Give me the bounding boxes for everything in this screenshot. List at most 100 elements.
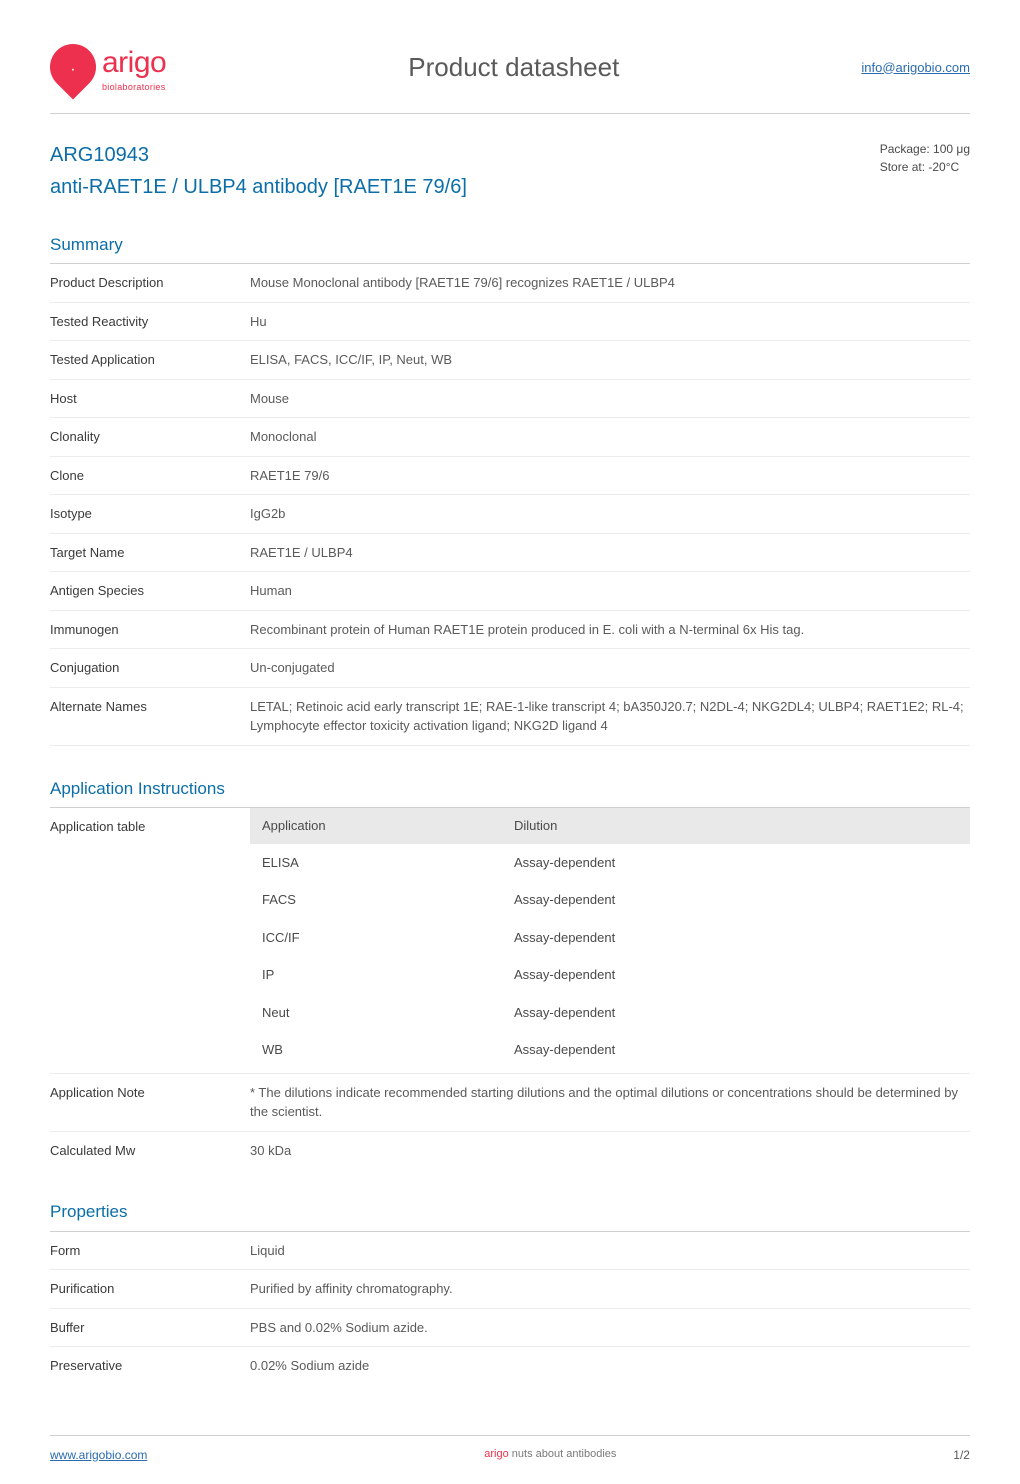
- summary-val: ELISA, FACS, ICC/IF, IP, Neut, WB: [250, 341, 970, 380]
- page-container: . arigo biolaboratories Product datashee…: [0, 0, 1020, 1484]
- package-info: Package: 100 μg Store at: -20°C: [880, 140, 970, 176]
- logo-subtext: biolaboratories: [102, 81, 166, 95]
- table-row: Alternate NamesLETAL; Retinoic acid earl…: [50, 687, 970, 745]
- app-note-val: * The dilutions indicate recommended sta…: [250, 1073, 970, 1131]
- table-row: ConjugationUn-conjugated: [50, 649, 970, 688]
- summary-key: Clone: [50, 456, 250, 495]
- prop-key: Form: [50, 1232, 250, 1270]
- storage-temp: Store at: -20°C: [880, 158, 970, 176]
- table-row: Antigen SpeciesHuman: [50, 572, 970, 611]
- summary-key: Antigen Species: [50, 572, 250, 611]
- table-row: IsotypeIgG2b: [50, 495, 970, 534]
- summary-key: Tested Reactivity: [50, 302, 250, 341]
- summary-val: Mouse: [250, 379, 970, 418]
- prop-key: Buffer: [50, 1308, 250, 1347]
- app-cell-application: FACS: [250, 881, 502, 919]
- table-row: NeutAssay-dependent: [250, 994, 970, 1032]
- summary-table: Product DescriptionMouse Monoclonal anti…: [50, 264, 970, 746]
- summary-val: Mouse Monoclonal antibody [RAET1E 79/6] …: [250, 264, 970, 302]
- table-row: FormLiquid: [50, 1232, 970, 1270]
- app-cell-application: WB: [250, 1031, 502, 1069]
- summary-val: Human: [250, 572, 970, 611]
- table-row: ELISAAssay-dependent: [250, 844, 970, 882]
- app-table-label: Application table: [50, 808, 250, 1069]
- section-title-app: Application Instructions: [50, 776, 970, 809]
- footer-url-link[interactable]: www.arigobio.com: [50, 1446, 147, 1464]
- app-cell-application: ELISA: [250, 844, 502, 882]
- header-bar: . arigo biolaboratories Product datashee…: [50, 40, 970, 114]
- email-link[interactable]: info@arigobio.com: [861, 58, 970, 78]
- table-row: BufferPBS and 0.02% Sodium azide.: [50, 1308, 970, 1347]
- summary-key: Alternate Names: [50, 687, 250, 745]
- page-number: 1/2: [953, 1446, 970, 1464]
- table-row: Application Note* The dilutions indicate…: [50, 1073, 970, 1131]
- prop-key: Purification: [50, 1270, 250, 1309]
- app-cell-dilution: Assay-dependent: [502, 956, 970, 994]
- app-note-val: 30 kDa: [250, 1131, 970, 1169]
- app-header-dilution: Dilution: [502, 808, 970, 844]
- app-header-application: Application: [250, 808, 502, 844]
- app-cell-dilution: Assay-dependent: [502, 919, 970, 957]
- summary-val: RAET1E / ULBP4: [250, 533, 970, 572]
- app-notes-table: Application Note* The dilutions indicate…: [50, 1073, 970, 1170]
- logo-text: arigo: [102, 40, 166, 85]
- prop-val: PBS and 0.02% Sodium azide.: [250, 1308, 970, 1347]
- summary-val: Un-conjugated: [250, 649, 970, 688]
- app-tbody: ELISAAssay-dependent FACSAssay-dependent…: [250, 844, 970, 1069]
- app-cell-dilution: Assay-dependent: [502, 844, 970, 882]
- logo-mark-icon: .: [40, 35, 105, 100]
- summary-val: RAET1E 79/6: [250, 456, 970, 495]
- app-table-row: Application table Application Dilution E…: [50, 808, 970, 1069]
- summary-key: Target Name: [50, 533, 250, 572]
- app-cell-application: Neut: [250, 994, 502, 1032]
- table-row: Calculated Mw30 kDa: [50, 1131, 970, 1169]
- table-row: CloneRAET1E 79/6: [50, 456, 970, 495]
- summary-val: Recombinant protein of Human RAET1E prot…: [250, 610, 970, 649]
- summary-key: Conjugation: [50, 649, 250, 688]
- summary-val: Hu: [250, 302, 970, 341]
- summary-key: Host: [50, 379, 250, 418]
- table-row: FACSAssay-dependent: [250, 881, 970, 919]
- section-title-properties: Properties: [50, 1199, 970, 1232]
- app-cell-dilution: Assay-dependent: [502, 881, 970, 919]
- summary-val: IgG2b: [250, 495, 970, 534]
- properties-table: FormLiquid PurificationPurified by affin…: [50, 1232, 970, 1385]
- table-row: Tested ApplicationELISA, FACS, ICC/IF, I…: [50, 341, 970, 380]
- app-cell-application: IP: [250, 956, 502, 994]
- summary-tbody: Product DescriptionMouse Monoclonal anti…: [50, 264, 970, 745]
- footer-tagline-rest: nuts about antibodies: [509, 1448, 617, 1460]
- app-note-key: Calculated Mw: [50, 1131, 250, 1169]
- app-cell-dilution: Assay-dependent: [502, 1031, 970, 1069]
- table-row: PurificationPurified by affinity chromat…: [50, 1270, 970, 1309]
- footer: www.arigobio.com arigo nuts about antibo…: [50, 1435, 970, 1464]
- footer-tagline-brand: arigo: [484, 1448, 508, 1460]
- table-row: Product DescriptionMouse Monoclonal anti…: [50, 264, 970, 302]
- summary-key: Tested Application: [50, 341, 250, 380]
- footer-tagline: arigo nuts about antibodies: [484, 1446, 616, 1463]
- product-title-block: ARG10943 anti-RAET1E / ULBP4 antibody [R…: [50, 140, 467, 202]
- prop-key: Preservative: [50, 1347, 250, 1385]
- logo-block: . arigo biolaboratories: [50, 40, 166, 95]
- properties-tbody: FormLiquid PurificationPurified by affin…: [50, 1232, 970, 1385]
- table-row: WBAssay-dependent: [250, 1031, 970, 1069]
- table-row: ClonalityMonoclonal: [50, 418, 970, 457]
- app-header-row: Application Dilution: [250, 808, 970, 844]
- logo-text-block: arigo biolaboratories: [102, 40, 166, 95]
- table-row: IPAssay-dependent: [250, 956, 970, 994]
- app-notes-tbody: Application Note* The dilutions indicate…: [50, 1073, 970, 1169]
- table-row: Tested ReactivityHu: [50, 302, 970, 341]
- catalog-number: ARG10943: [50, 140, 467, 170]
- prop-val: Purified by affinity chromatography.: [250, 1270, 970, 1309]
- summary-key: Clonality: [50, 418, 250, 457]
- summary-key: Immunogen: [50, 610, 250, 649]
- application-table: Application Dilution ELISAAssay-dependen…: [250, 808, 970, 1069]
- summary-key: Product Description: [50, 264, 250, 302]
- package-size: Package: 100 μg: [880, 140, 970, 158]
- app-cell-dilution: Assay-dependent: [502, 994, 970, 1032]
- datasheet-title: Product datasheet: [408, 48, 619, 87]
- section-title-summary: Summary: [50, 232, 970, 265]
- prop-val: Liquid: [250, 1232, 970, 1270]
- app-note-key: Application Note: [50, 1073, 250, 1131]
- app-cell-application: ICC/IF: [250, 919, 502, 957]
- product-name: anti-RAET1E / ULBP4 antibody [RAET1E 79/…: [50, 172, 467, 202]
